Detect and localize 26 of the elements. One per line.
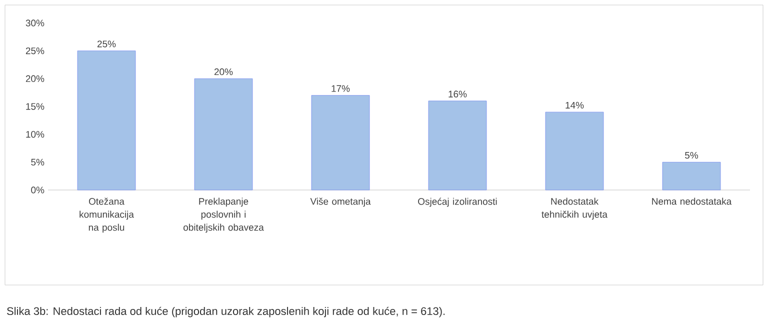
bar xyxy=(77,50,136,190)
data-label: 17% xyxy=(332,85,350,92)
x-tick-label: Nema nedostataka xyxy=(652,198,732,205)
y-tick-label: 20% xyxy=(26,75,44,82)
bar xyxy=(311,95,370,190)
bar xyxy=(428,100,487,190)
y-tick-label: 10% xyxy=(26,130,44,138)
data-label: 25% xyxy=(97,40,116,48)
x-tick-label: Više ometanja xyxy=(310,198,371,207)
x-tick-label: Preklapanje poslovnih i obiteljskih obaveza xyxy=(184,198,264,233)
data-label: 5% xyxy=(685,152,698,159)
y-tick-label: 25% xyxy=(26,47,44,54)
bar xyxy=(194,78,253,190)
bar xyxy=(545,112,604,190)
x-tick-label: Nedostatak tehničkih uvjeta xyxy=(542,198,608,220)
data-label: 14% xyxy=(566,102,584,109)
x-tick-label: Osjećaj izoliranosti xyxy=(418,198,497,207)
y-tick-label: 5% xyxy=(31,158,44,166)
text: Slika 3b: Nedostaci rada od kuće (prigodan uzorak zaposlenih koji rade od kuće, n = 613). xyxy=(7,306,445,318)
bar xyxy=(662,162,721,190)
data-label: 16% xyxy=(448,90,467,98)
x-tick-label: Otežana komunikacija na poslu xyxy=(80,198,134,233)
data-label: 20% xyxy=(214,68,233,76)
y-tick-label: 15% xyxy=(26,103,44,110)
y-tick-label: 30% xyxy=(26,20,44,26)
y-tick-label: 0% xyxy=(31,186,44,194)
